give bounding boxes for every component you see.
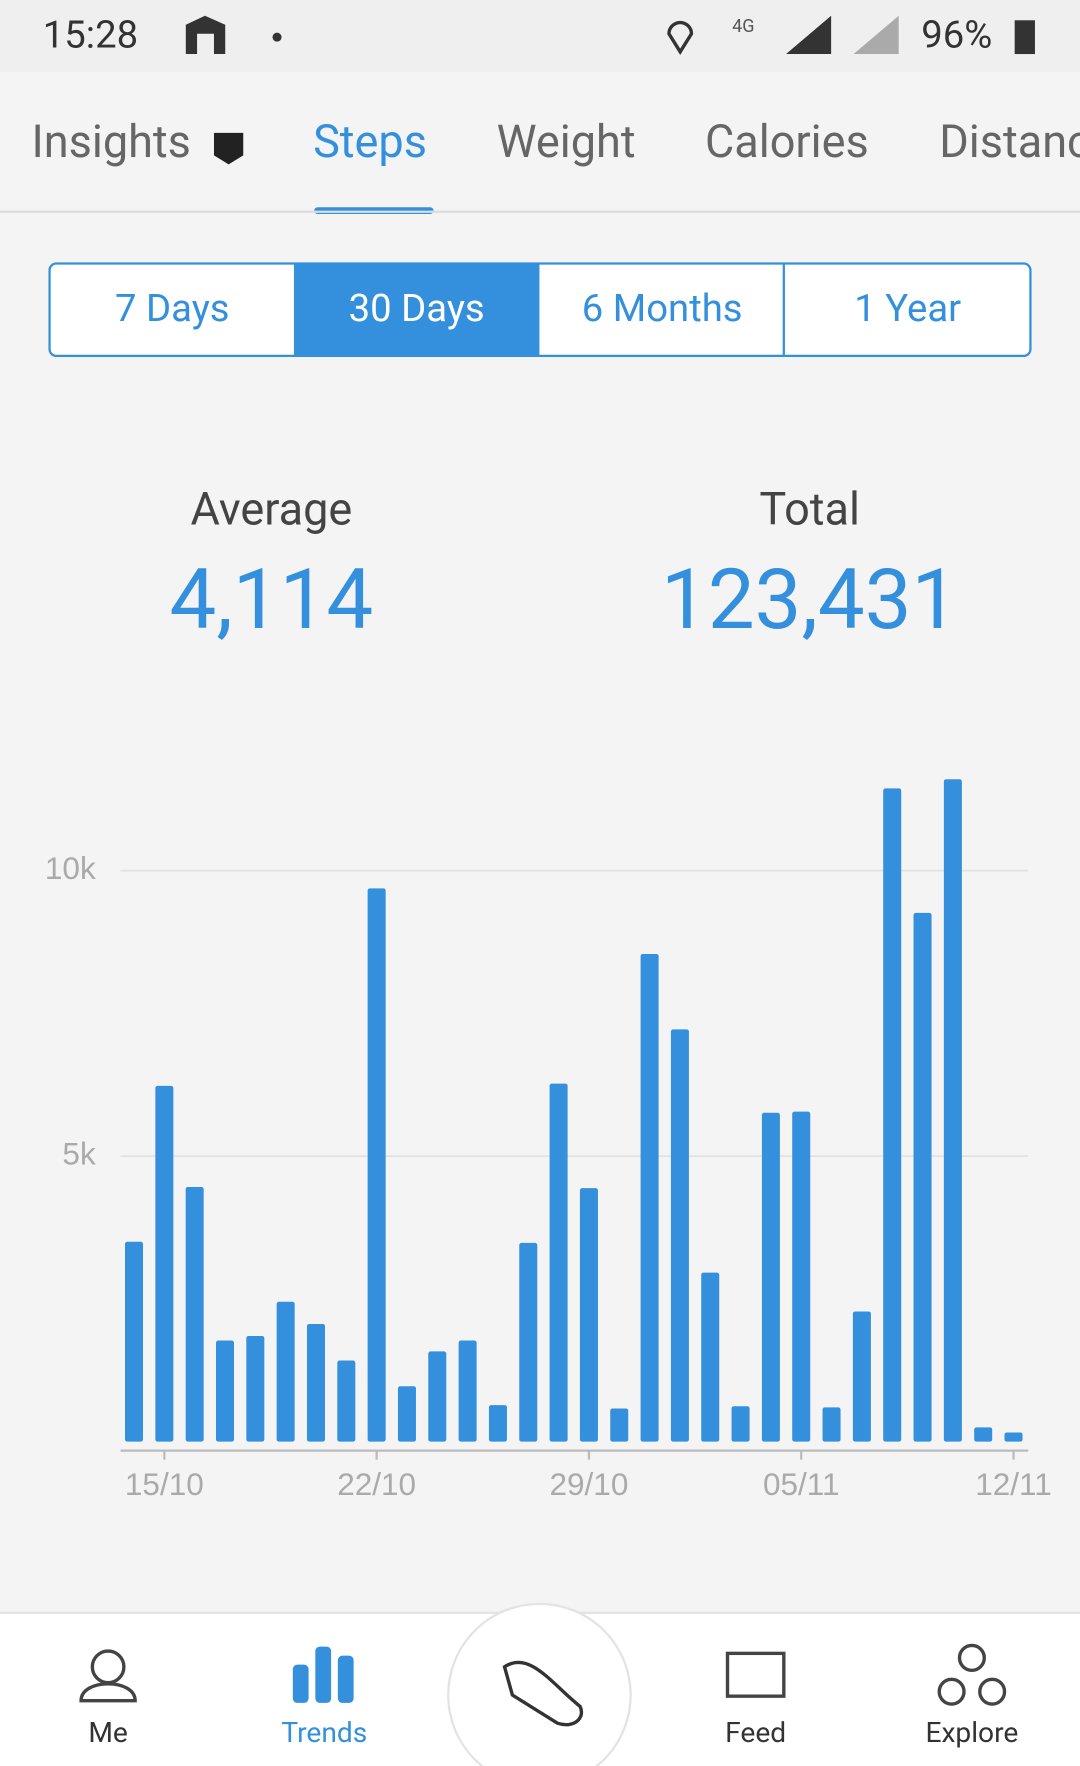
feed-icon bbox=[725, 1651, 786, 1698]
bar bbox=[701, 1272, 720, 1442]
bar bbox=[943, 779, 962, 1442]
trends-icon bbox=[315, 1646, 332, 1703]
tab[interactable]: Weight bbox=[497, 115, 636, 168]
network-icon: 4G bbox=[732, 16, 754, 37]
nav-item[interactable]: Me bbox=[88, 1716, 127, 1749]
bar bbox=[428, 1351, 447, 1442]
battery-text: 96% bbox=[921, 12, 992, 57]
battery-icon bbox=[1014, 20, 1035, 55]
stat-label: Average bbox=[191, 482, 353, 535]
range-button[interactable]: 30 Days bbox=[349, 286, 485, 331]
bar bbox=[519, 1242, 538, 1442]
signal-icon bbox=[786, 15, 832, 55]
trends-icon bbox=[337, 1655, 354, 1703]
bar bbox=[731, 1406, 750, 1442]
bar bbox=[215, 1340, 235, 1442]
status-bar bbox=[0, 0, 1080, 73]
y-tick-label: 10k bbox=[45, 850, 96, 886]
bar bbox=[488, 1405, 507, 1442]
bar bbox=[852, 1311, 871, 1442]
bar bbox=[822, 1407, 841, 1442]
explore-icon bbox=[957, 1643, 986, 1672]
bar bbox=[974, 1427, 993, 1442]
bar bbox=[670, 1029, 689, 1442]
trends-icon bbox=[292, 1664, 309, 1703]
dot bbox=[272, 32, 282, 42]
premium-badge bbox=[213, 132, 244, 165]
bar bbox=[155, 1085, 174, 1442]
x-tick-label: 29/10 bbox=[549, 1466, 628, 1502]
bar bbox=[246, 1335, 265, 1442]
bar bbox=[397, 1386, 416, 1442]
bar bbox=[640, 953, 659, 1442]
chart: 5k 10k 15/10 22/10 29/10 05/11 12/11 bbox=[45, 779, 1052, 1502]
x-tick-label: 22/10 bbox=[337, 1466, 416, 1502]
tab[interactable]: Insights bbox=[32, 115, 191, 168]
bar bbox=[185, 1186, 204, 1442]
record-button[interactable] bbox=[447, 1602, 632, 1766]
range-selected bbox=[293, 263, 540, 356]
range-button[interactable]: 7 Days bbox=[115, 286, 230, 331]
bar bbox=[337, 1360, 356, 1442]
nav-item[interactable]: Explore bbox=[925, 1716, 1018, 1749]
tab[interactable]: Calories bbox=[705, 115, 869, 168]
location-icon bbox=[667, 20, 694, 55]
bar bbox=[1004, 1432, 1023, 1442]
tab-bar bbox=[0, 72, 1080, 212]
nav-item[interactable]: Trends bbox=[281, 1716, 367, 1749]
bar bbox=[125, 1241, 144, 1442]
bar bbox=[367, 888, 386, 1442]
bar bbox=[610, 1408, 629, 1442]
home-icon bbox=[185, 15, 226, 55]
range-button[interactable]: 6 Months bbox=[582, 286, 743, 331]
x-tick-label: 12/11 bbox=[975, 1466, 1052, 1502]
range-button[interactable]: 1 Year bbox=[854, 286, 961, 331]
signal-icon bbox=[853, 15, 899, 55]
tab[interactable]: Steps bbox=[313, 115, 427, 168]
y-tick-label: 5k bbox=[62, 1135, 96, 1171]
bar bbox=[792, 1111, 811, 1442]
me-icon bbox=[79, 1682, 137, 1703]
tab[interactable]: Distance bbox=[939, 115, 1080, 168]
bar bbox=[458, 1340, 477, 1442]
stat-value: 123,431 bbox=[661, 552, 958, 649]
stat-label: Total bbox=[759, 482, 860, 535]
shoe-icon bbox=[502, 1660, 584, 1727]
stat-value: 4,114 bbox=[170, 552, 374, 649]
x-tick-label: 15/10 bbox=[125, 1466, 204, 1502]
bar bbox=[913, 912, 932, 1442]
bar bbox=[579, 1188, 598, 1442]
explore-icon bbox=[937, 1677, 966, 1706]
clock: 15:28 bbox=[43, 12, 138, 57]
bar bbox=[276, 1301, 295, 1442]
bar bbox=[761, 1112, 780, 1442]
x-tick-label: 05/11 bbox=[763, 1466, 840, 1502]
bar bbox=[549, 1083, 568, 1442]
bar bbox=[883, 788, 902, 1442]
explore-icon bbox=[978, 1677, 1007, 1706]
nav-item[interactable]: Feed bbox=[725, 1716, 786, 1749]
bar bbox=[306, 1324, 325, 1442]
